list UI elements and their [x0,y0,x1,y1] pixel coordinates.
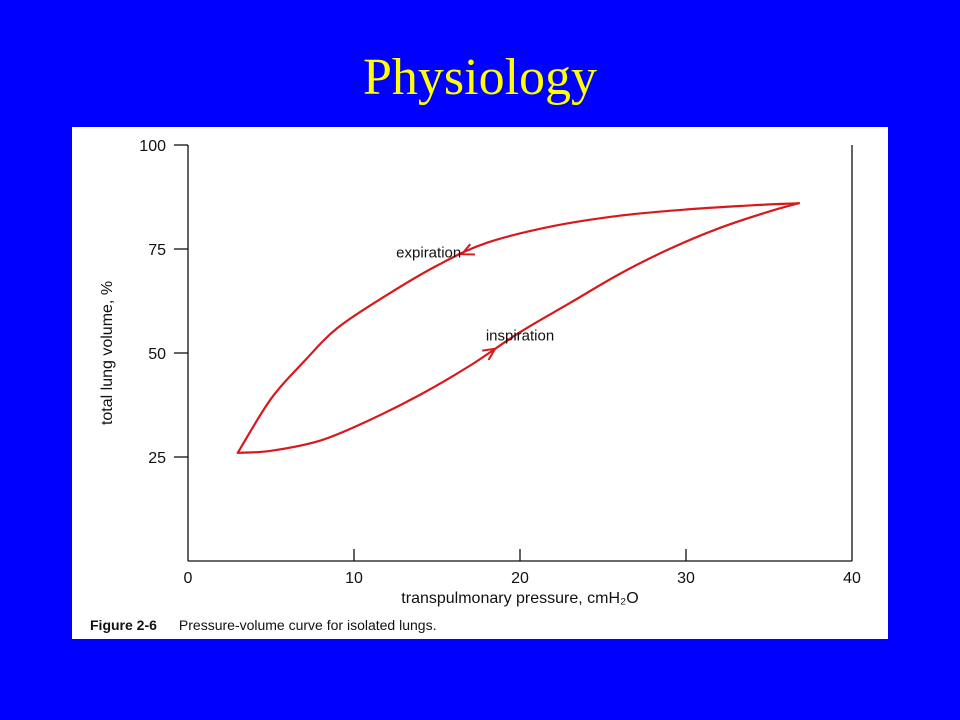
x-tick-label: 10 [345,570,363,587]
inspiration-label: inspiration [486,328,554,345]
annotation-layer: expiration inspiration [396,244,554,344]
x-tick-label: 20 [511,570,529,587]
figure-panel: 0 10 20 30 40 25 50 75 100 expiration inspiration… [72,127,888,639]
y-axis-title: total lung volume, % [99,281,116,425]
caption-text: Pressure-volume curve for isolated lungs… [179,617,437,633]
x-tick-label: 30 [677,570,695,587]
caption-number: Figure 2-6 [90,617,157,633]
expiration-label: expiration [396,244,461,261]
x-tick-label: 40 [843,570,861,587]
figure-caption: Figure 2-6 Pressure-volume curve for isol… [90,617,436,633]
x-tick-label: 0 [184,570,193,587]
slide-title: Physiology [0,52,960,104]
y-tick-label: 75 [148,242,166,259]
pressure-volume-chart: 0 10 20 30 40 25 50 75 100 expiration inspiration… [72,127,888,639]
y-tick-label: 25 [148,450,166,467]
y-tick-label: 50 [148,346,166,363]
y-tick-label: 100 [139,138,166,155]
x-axis-title: transpulmonary pressure, cmH₂O [401,590,638,607]
